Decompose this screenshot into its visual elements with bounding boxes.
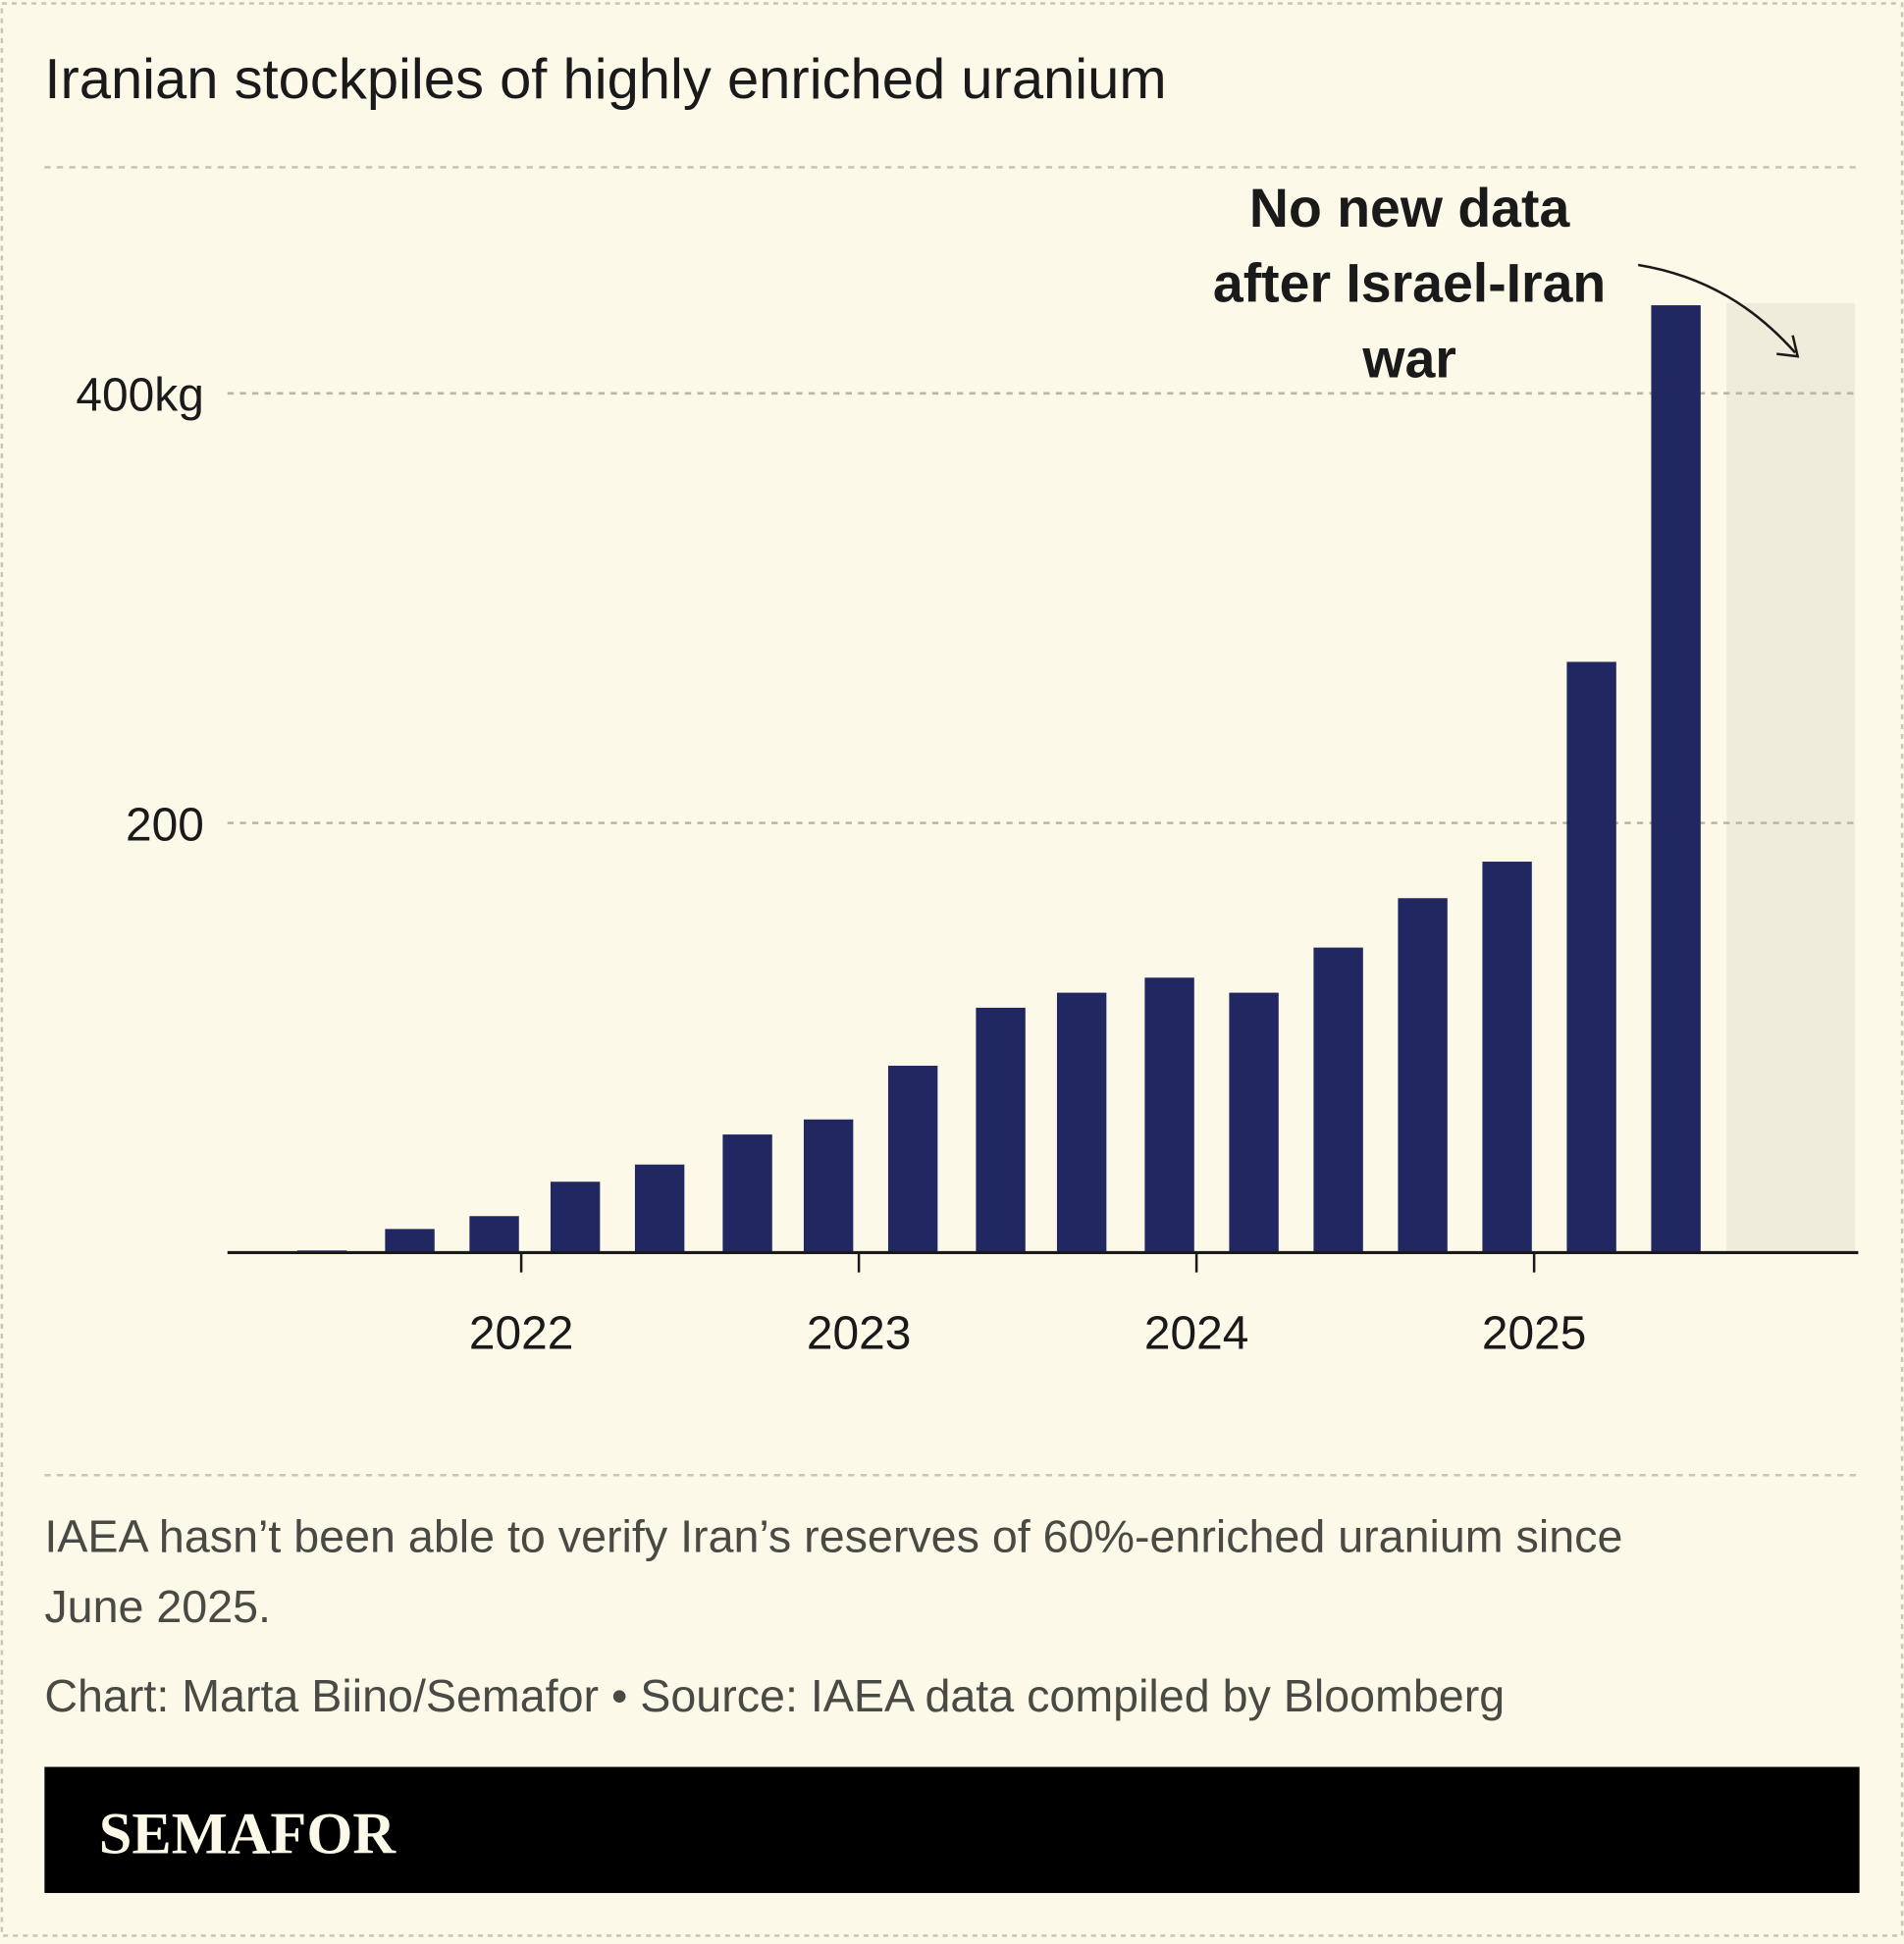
bar (976, 1007, 1026, 1253)
x-tick-label: 2022 (469, 1308, 573, 1360)
note: June 2025. (44, 1581, 271, 1632)
bar (634, 1164, 685, 1253)
bar (469, 1216, 519, 1253)
y-tick-label: 200 (126, 799, 204, 851)
bar (1144, 977, 1194, 1253)
bar (1398, 898, 1448, 1253)
x-tick-label: 2025 (1482, 1308, 1586, 1360)
chart-title: Iranian stockpiles of highly enriched ur… (44, 48, 1166, 111)
bar (385, 1229, 435, 1253)
bar (1482, 862, 1532, 1253)
bar (1056, 992, 1107, 1253)
arrow-head (1776, 335, 1800, 358)
no-data-region (1726, 303, 1855, 1253)
bar (1651, 305, 1701, 1253)
plot: 200 400kg 2022 2023 2024 2025 No new data after… (76, 178, 1859, 1360)
x-tick-label: 2023 (807, 1308, 911, 1360)
y-tick-label: 400kg (76, 369, 203, 421)
bar (1566, 661, 1616, 1253)
bar (1229, 992, 1279, 1253)
annotation: after Israel-Iran (1213, 253, 1606, 314)
bar (722, 1134, 772, 1253)
annotation: No new data (1249, 178, 1571, 238)
note: IAEA hasn’t been able to verify Iran’s r… (44, 1510, 1622, 1561)
bar (1313, 947, 1363, 1253)
annotation-arrow (1637, 263, 1797, 354)
annotation: war (1361, 329, 1455, 390)
credit: Chart: Marta Biino/Semafor • Source: IAE… (44, 1670, 1505, 1721)
bar (803, 1119, 854, 1253)
logo-bar (44, 1766, 1860, 1894)
logo: SEMAFOR (99, 1802, 397, 1867)
bar (550, 1182, 601, 1253)
x-tick-label: 2024 (1144, 1308, 1248, 1360)
bar (887, 1066, 938, 1253)
